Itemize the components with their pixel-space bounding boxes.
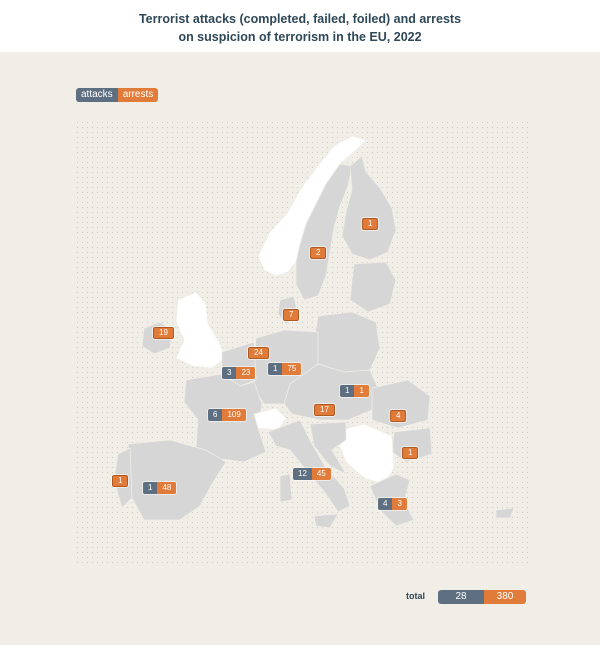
badge-romania: 4 [390,410,407,422]
uk-shape [175,291,227,369]
badge-sweden: 2 [310,247,327,259]
portugal-arrests: 1 [112,475,129,487]
badge-denmark: 7 [283,309,300,321]
italy-shape [267,419,351,513]
total-arrests: 380 [484,590,526,604]
badge-greece: 4 3 [378,498,407,510]
badge-germany: 1 75 [268,363,302,375]
france-attacks: 6 [208,409,223,421]
total-attacks: 28 [438,590,484,604]
badge-spain: 1 48 [143,482,177,494]
france-arrests: 109 [222,409,246,421]
badge-portugal: 1 [112,475,129,487]
title-line-2: on suspicion of terrorism in the EU, 202… [178,30,422,44]
belgium-arrests: 23 [236,367,256,379]
italy-attacks: 12 [293,468,312,480]
badge-austria: 17 [314,404,335,416]
baltics-shape [349,261,397,313]
legend-arrests: arrests [117,88,159,102]
badge-belgium: 3 23 [222,367,256,379]
finland-arrests: 1 [362,218,379,230]
greece-arrests: 3 [392,498,407,510]
italy-arrests: 45 [311,468,331,480]
title-line-1: Terrorist attacks (completed, failed, fo… [138,12,462,26]
netherlands-arrests: 24 [248,347,269,359]
belgium-attacks: 3 [222,367,237,379]
badge-finland: 1 [362,218,379,230]
spain-attacks: 1 [143,482,158,494]
austria-arrests: 17 [314,404,335,416]
badge-hungary: 1 1 [340,385,369,397]
sweden-arrests: 2 [310,247,327,259]
sardinia-shape [279,473,293,503]
badge-bulgaria: 1 [402,447,419,459]
bulgaria-arrests: 1 [402,447,419,459]
romania-arrests: 4 [390,410,407,422]
badge-france: 6 109 [208,409,246,421]
total-label: total [406,591,425,601]
poland-shape [313,311,381,373]
cyprus-shape [495,507,515,519]
sweden-shape [295,163,353,301]
hungary-attacks: 1 [340,385,355,397]
sicily-shape [313,513,339,529]
germany-attacks: 1 [268,363,283,375]
ireland-arrests: 19 [153,327,174,339]
legend-attacks: attacks [76,88,118,102]
spain-arrests: 48 [157,482,177,494]
badge-ireland: 19 [153,327,174,339]
denmark-arrests: 7 [283,309,300,321]
badge-netherlands: 24 [248,347,269,359]
legend: attacks arrests [76,88,159,102]
croatia-shape [309,421,348,475]
badge-italy: 12 45 [293,468,331,480]
greece-attacks: 4 [378,498,393,510]
hungary-arrests: 1 [354,385,369,397]
finland-shape [341,155,397,261]
chart-title: Terrorist attacks (completed, failed, fo… [0,10,600,46]
total-badge: 28 380 [438,590,526,604]
romania-shape [371,379,431,429]
switzerland-shape [253,407,287,431]
germany-arrests: 75 [282,363,302,375]
balkans-shape [333,423,395,485]
